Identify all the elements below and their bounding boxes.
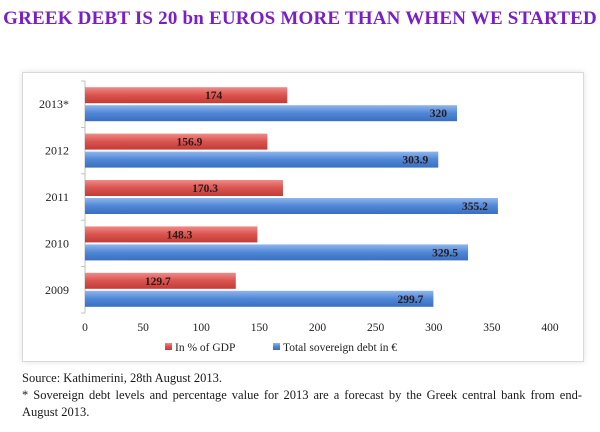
bar-chart: 2013* 174 320 2012 156.9 303.9 2011 170.3 355.2 2… [39,80,559,354]
data-label: 303.9 [402,155,428,167]
category-label: 2013* [39,97,69,111]
legend: In % of GDP Total sovereign debt in € [165,342,397,354]
plot-area: 2013* 174 320 2012 156.9 303.9 2011 170.3 355.2 2… [39,80,559,334]
x-tick-label: 200 [309,322,327,334]
data-label: 170.3 [192,183,218,195]
legend-label-debt: Total sovereign debt in € [283,342,397,354]
x-tick-label: 250 [367,322,385,334]
category-label: 2009 [45,283,69,297]
gdp-bar [85,87,288,104]
x-tick-label: 0 [82,322,88,334]
x-tick-label: 50 [137,322,149,334]
data-label: 355.2 [462,201,488,213]
debt-bar [85,198,498,214]
source-text: Source: Kathimerini, 28th August 2013. [22,371,222,385]
category-label: 2010 [45,236,69,250]
gdp-bar [85,272,236,289]
debt-bar [85,290,434,307]
chart-panel: 2013* 174 320 2012 156.9 303.9 2011 170.3 355.2 2… [22,72,584,362]
data-label: 156.9 [177,137,203,149]
x-tick-label: 150 [251,322,269,334]
data-label: 320 [430,108,448,120]
data-label: 148.3 [167,229,193,241]
data-label: 299.7 [398,294,424,306]
legend-swatch-debt [273,343,280,350]
x-tick-label: 100 [193,322,211,334]
footnote-text: * Sovereign debt levels and percentage v… [22,388,582,419]
gdp-bar [85,180,283,196]
gdp-bar [85,226,258,243]
gdp-bar [85,133,268,150]
category-label: 2011 [45,190,69,204]
data-label: 129.7 [145,276,171,288]
x-tick-label: 300 [425,322,443,334]
x-tick-label: 400 [541,322,559,334]
x-tick-label: 350 [483,322,501,334]
data-label: 329.5 [432,247,458,259]
debt-bar [85,244,469,261]
debt-bar [85,151,439,168]
headline: GREEK DEBT IS 20 bn EUROS MORE THAN WHEN… [3,8,597,29]
debt-bar [85,105,457,122]
legend-swatch-gdp [165,343,172,350]
category-label: 2012 [45,144,69,158]
data-label: 174 [205,90,223,102]
source-block: Source: Kathimerini, 28th August 2013. *… [22,370,582,421]
legend-label-gdp: In % of GDP [175,342,235,354]
